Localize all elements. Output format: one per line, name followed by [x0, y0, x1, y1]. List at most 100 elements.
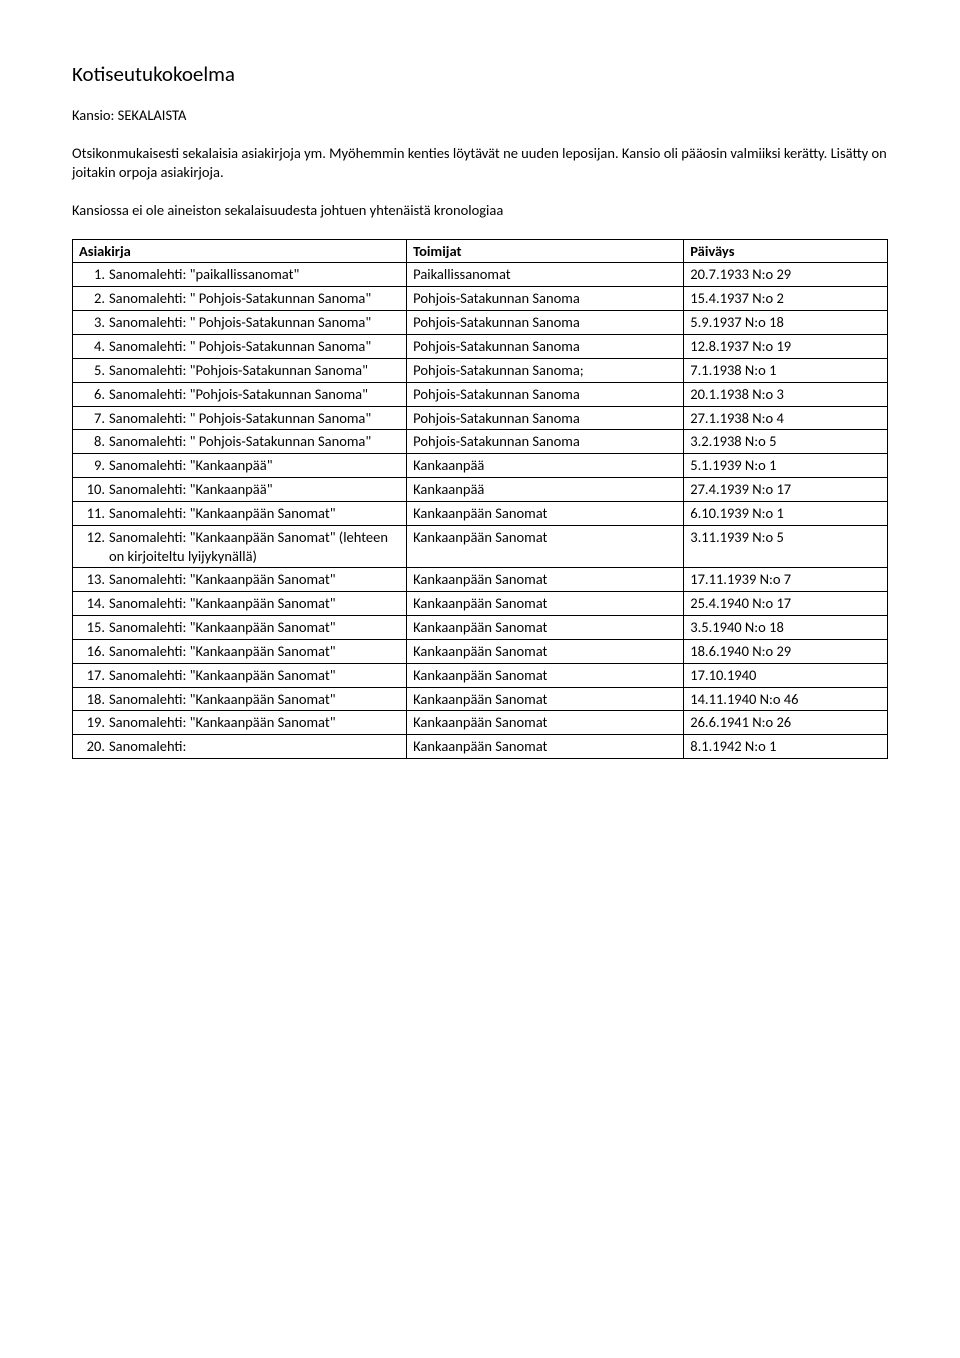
asiakirja-text: Sanomalehti: "Kankaanpään Sanomat" (leht… [109, 528, 400, 566]
cell-asiakirja: 17.Sanomalehti: "Kankaanpään Sanomat" [73, 663, 407, 687]
asiakirja-text: Sanomalehti: "Kankaanpää" [109, 456, 400, 475]
cell-toimijat: Kankaanpää [407, 478, 684, 502]
asiakirja-text: Sanomalehti: [109, 737, 400, 756]
asiakirja-text: Sanomalehti: " Pohjois-Satakunnan Sanoma… [109, 432, 400, 451]
intro-paragraph-1: Otsikonmukaisesti sekalaisia asiakirjoja… [72, 144, 888, 183]
col-header-paivays: Päiväys [684, 239, 888, 263]
asiakirja-text: Sanomalehti: "Pohjois-Satakunnan Sanoma" [109, 361, 400, 380]
asiakirja-text: Sanomalehti: "Kankaanpään Sanomat" [109, 690, 400, 709]
table-header-row: Asiakirja Toimijat Päiväys [73, 239, 888, 263]
cell-asiakirja: 15.Sanomalehti: "Kankaanpään Sanomat" [73, 616, 407, 640]
cell-paivays: 17.11.1939 N:o 7 [684, 568, 888, 592]
cell-paivays: 18.6.1940 N:o 29 [684, 639, 888, 663]
table-row: 20.Sanomalehti:Kankaanpään Sanomat8.1.19… [73, 735, 888, 759]
row-number: 1. [79, 265, 109, 284]
row-number: 15. [79, 618, 109, 637]
table-row: 3.Sanomalehti: " Pohjois-Satakunnan Sano… [73, 311, 888, 335]
table-row: 1.Sanomalehti: "paikallissanomat"Paikall… [73, 263, 888, 287]
cell-toimijat: Pohjois-Satakunnan Sanoma [407, 287, 684, 311]
cell-paivays: 26.6.1941 N:o 26 [684, 711, 888, 735]
table-row: 10.Sanomalehti: "Kankaanpää"Kankaanpää27… [73, 478, 888, 502]
cell-asiakirja: 1.Sanomalehti: "paikallissanomat" [73, 263, 407, 287]
row-number: 4. [79, 337, 109, 356]
cell-toimijat: Pohjois-Satakunnan Sanoma [407, 311, 684, 335]
asiakirja-text: Sanomalehti: "Pohjois-Satakunnan Sanoma" [109, 385, 400, 404]
cell-paivays: 5.1.1939 N:o 1 [684, 454, 888, 478]
table-row: 17.Sanomalehti: "Kankaanpään Sanomat"Kan… [73, 663, 888, 687]
cell-toimijat: Kankaanpään Sanomat [407, 663, 684, 687]
row-number: 3. [79, 313, 109, 332]
table-row: 14.Sanomalehti: "Kankaanpään Sanomat"Kan… [73, 592, 888, 616]
row-number: 11. [79, 504, 109, 523]
cell-asiakirja: 5.Sanomalehti: "Pohjois-Satakunnan Sanom… [73, 358, 407, 382]
table-row: 18.Sanomalehti: "Kankaanpään Sanomat"Kan… [73, 687, 888, 711]
row-number: 2. [79, 289, 109, 308]
row-number: 14. [79, 594, 109, 613]
table-row: 15.Sanomalehti: "Kankaanpään Sanomat"Kan… [73, 616, 888, 640]
cell-toimijat: Kankaanpään Sanomat [407, 711, 684, 735]
asiakirja-text: Sanomalehti: "Kankaanpään Sanomat" [109, 570, 400, 589]
cell-asiakirja: 8.Sanomalehti: " Pohjois-Satakunnan Sano… [73, 430, 407, 454]
cell-toimijat: Kankaanpää [407, 454, 684, 478]
cell-paivays: 6.10.1939 N:o 1 [684, 501, 888, 525]
asiakirja-text: Sanomalehti: "paikallissanomat" [109, 265, 400, 284]
row-number: 5. [79, 361, 109, 380]
cell-toimijat: Paikallissanomat [407, 263, 684, 287]
cell-asiakirja: 10.Sanomalehti: "Kankaanpää" [73, 478, 407, 502]
cell-asiakirja: 4.Sanomalehti: " Pohjois-Satakunnan Sano… [73, 334, 407, 358]
cell-toimijat: Pohjois-Satakunnan Sanoma; [407, 358, 684, 382]
col-header-toimijat: Toimijat [407, 239, 684, 263]
row-number: 8. [79, 432, 109, 451]
cell-toimijat: Kankaanpään Sanomat [407, 501, 684, 525]
asiakirja-text: Sanomalehti: " Pohjois-Satakunnan Sanoma… [109, 409, 400, 428]
cell-asiakirja: 13.Sanomalehti: "Kankaanpään Sanomat" [73, 568, 407, 592]
asiakirja-text: Sanomalehti: "Kankaanpään Sanomat" [109, 713, 400, 732]
cell-paivays: 27.1.1938 N:o 4 [684, 406, 888, 430]
cell-asiakirja: 2.Sanomalehti: " Pohjois-Satakunnan Sano… [73, 287, 407, 311]
asiakirja-text: Sanomalehti: "Kankaanpään Sanomat" [109, 594, 400, 613]
table-row: 5.Sanomalehti: "Pohjois-Satakunnan Sanom… [73, 358, 888, 382]
cell-toimijat: Kankaanpään Sanomat [407, 568, 684, 592]
cell-paivays: 7.1.1938 N:o 1 [684, 358, 888, 382]
cell-toimijat: Pohjois-Satakunnan Sanoma [407, 382, 684, 406]
asiakirja-text: Sanomalehti: " Pohjois-Satakunnan Sanoma… [109, 313, 400, 332]
cell-asiakirja: 16.Sanomalehti: "Kankaanpään Sanomat" [73, 639, 407, 663]
col-header-asiakirja: Asiakirja [73, 239, 407, 263]
asiakirja-text: Sanomalehti: "Kankaanpään Sanomat" [109, 666, 400, 685]
row-number: 18. [79, 690, 109, 709]
document-table: Asiakirja Toimijat Päiväys 1.Sanomalehti… [72, 239, 888, 760]
cell-toimijat: Kankaanpään Sanomat [407, 525, 684, 568]
cell-toimijat: Pohjois-Satakunnan Sanoma [407, 334, 684, 358]
cell-toimijat: Pohjois-Satakunnan Sanoma [407, 406, 684, 430]
cell-asiakirja: 19.Sanomalehti: "Kankaanpään Sanomat" [73, 711, 407, 735]
cell-paivays: 20.1.1938 N:o 3 [684, 382, 888, 406]
table-row: 7.Sanomalehti: " Pohjois-Satakunnan Sano… [73, 406, 888, 430]
cell-asiakirja: 9.Sanomalehti: "Kankaanpää" [73, 454, 407, 478]
table-row: 11.Sanomalehti: "Kankaanpään Sanomat"Kan… [73, 501, 888, 525]
table-row: 8.Sanomalehti: " Pohjois-Satakunnan Sano… [73, 430, 888, 454]
cell-paivays: 20.7.1933 N:o 29 [684, 263, 888, 287]
row-number: 9. [79, 456, 109, 475]
cell-toimijat: Kankaanpään Sanomat [407, 687, 684, 711]
row-number: 10. [79, 480, 109, 499]
row-number: 6. [79, 385, 109, 404]
page-title: Kotiseutukokoelma [72, 60, 888, 88]
cell-asiakirja: 6.Sanomalehti: "Pohjois-Satakunnan Sanom… [73, 382, 407, 406]
cell-asiakirja: 3.Sanomalehti: " Pohjois-Satakunnan Sano… [73, 311, 407, 335]
row-number: 16. [79, 642, 109, 661]
table-row: 12.Sanomalehti: "Kankaanpään Sanomat" (l… [73, 525, 888, 568]
asiakirja-text: Sanomalehti: "Kankaanpään Sanomat" [109, 642, 400, 661]
cell-paivays: 3.2.1938 N:o 5 [684, 430, 888, 454]
cell-toimijat: Kankaanpään Sanomat [407, 639, 684, 663]
cell-asiakirja: 20.Sanomalehti: [73, 735, 407, 759]
cell-paivays: 3.5.1940 N:o 18 [684, 616, 888, 640]
table-row: 13.Sanomalehti: "Kankaanpään Sanomat"Kan… [73, 568, 888, 592]
cell-paivays: 8.1.1942 N:o 1 [684, 735, 888, 759]
cell-asiakirja: 12.Sanomalehti: "Kankaanpään Sanomat" (l… [73, 525, 407, 568]
cell-toimijat: Kankaanpään Sanomat [407, 735, 684, 759]
row-number: 7. [79, 409, 109, 428]
row-number: 17. [79, 666, 109, 685]
cell-asiakirja: 18.Sanomalehti: "Kankaanpään Sanomat" [73, 687, 407, 711]
row-number: 19. [79, 713, 109, 732]
asiakirja-text: Sanomalehti: "Kankaanpää" [109, 480, 400, 499]
